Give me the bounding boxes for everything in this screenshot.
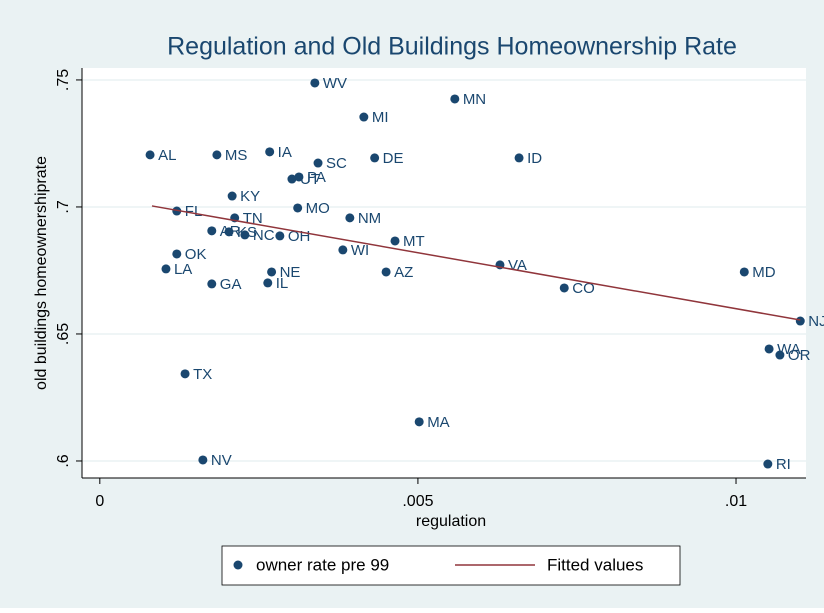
point-label: AL bbox=[158, 147, 176, 164]
point-label: NE bbox=[280, 264, 301, 281]
point bbox=[275, 231, 285, 241]
legend bbox=[221, 545, 681, 586]
point-label: PA bbox=[307, 169, 326, 186]
point-label: OK bbox=[185, 246, 207, 263]
point bbox=[240, 230, 250, 240]
point bbox=[345, 213, 355, 223]
y-axis-title: old buildings homeownershiprate bbox=[33, 156, 50, 390]
point bbox=[313, 158, 323, 168]
x-tick-label: .005 bbox=[402, 493, 433, 510]
point bbox=[370, 153, 380, 163]
point-label: NJ bbox=[808, 313, 824, 330]
point-label: LA bbox=[174, 261, 192, 278]
y-tick-label: .7 bbox=[55, 200, 72, 213]
point bbox=[180, 369, 190, 379]
x-tick-label: .01 bbox=[725, 493, 747, 510]
point bbox=[145, 150, 155, 160]
point-label: WI bbox=[351, 242, 369, 259]
point bbox=[294, 172, 304, 182]
point-label: SC bbox=[326, 155, 347, 172]
point-label: NV bbox=[211, 452, 232, 469]
point-label: TX bbox=[193, 366, 212, 383]
point bbox=[763, 459, 773, 469]
point bbox=[338, 245, 348, 255]
fit-line bbox=[151, 205, 801, 321]
point-label: MS bbox=[225, 147, 248, 164]
point bbox=[764, 344, 774, 354]
legend-marker bbox=[233, 560, 243, 570]
point bbox=[227, 191, 237, 201]
point-label: CO bbox=[572, 280, 595, 297]
point bbox=[207, 279, 217, 289]
point bbox=[198, 455, 208, 465]
point bbox=[310, 78, 320, 88]
point bbox=[514, 153, 524, 163]
point-label: AZ bbox=[394, 264, 413, 281]
point-label: NC bbox=[253, 227, 275, 244]
point-label: ID bbox=[527, 150, 542, 167]
y-tick-label: .75 bbox=[55, 69, 72, 91]
x-tick-label: 0 bbox=[95, 493, 104, 510]
point-label: RI bbox=[776, 456, 791, 473]
point bbox=[172, 249, 182, 259]
point-label: IL bbox=[276, 275, 289, 292]
point-label: GA bbox=[220, 276, 242, 293]
point bbox=[359, 112, 369, 122]
point-label: OR bbox=[788, 347, 811, 364]
point-label: NM bbox=[358, 210, 381, 227]
point-label: MD bbox=[752, 264, 775, 281]
point bbox=[263, 278, 273, 288]
y-tick-label: .6 bbox=[55, 454, 72, 467]
point bbox=[775, 350, 785, 360]
point-label: FL bbox=[185, 203, 203, 220]
legend-label: owner rate pre 99 bbox=[256, 555, 389, 574]
point-label: MT bbox=[403, 233, 425, 250]
point bbox=[795, 316, 805, 326]
point-label: IA bbox=[278, 144, 292, 161]
point bbox=[390, 236, 400, 246]
x-axis-title: regulation bbox=[416, 513, 486, 530]
point-label: MI bbox=[372, 109, 389, 126]
point bbox=[293, 203, 303, 213]
plot-area bbox=[82, 68, 806, 478]
point-label: DE bbox=[383, 150, 404, 167]
point bbox=[267, 267, 277, 277]
point bbox=[265, 147, 275, 157]
point bbox=[450, 94, 460, 104]
point bbox=[559, 283, 569, 293]
point-label: KY bbox=[240, 188, 260, 205]
point bbox=[287, 174, 297, 184]
point bbox=[207, 226, 217, 236]
legend-label: Fitted values bbox=[547, 555, 643, 574]
point-label: MN bbox=[463, 91, 486, 108]
point-label: MO bbox=[306, 200, 330, 217]
point bbox=[224, 227, 234, 237]
point bbox=[161, 264, 171, 274]
point-label: WV bbox=[323, 75, 347, 92]
point bbox=[739, 267, 749, 277]
point bbox=[212, 150, 222, 160]
y-tick-label: .65 bbox=[55, 323, 72, 345]
point bbox=[381, 267, 391, 277]
point-label: MA bbox=[427, 414, 450, 431]
point bbox=[414, 417, 424, 427]
chart-title: Regulation and Old Buildings Homeownersh… bbox=[167, 33, 737, 61]
point-label: UT bbox=[300, 171, 320, 188]
